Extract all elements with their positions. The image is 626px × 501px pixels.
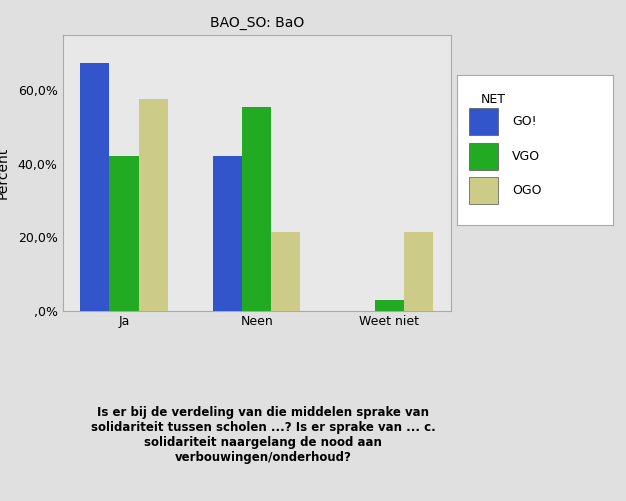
Bar: [271, 231, 300, 311]
FancyBboxPatch shape: [470, 108, 498, 135]
Text: OGO: OGO: [512, 184, 541, 197]
Text: Is er bij de verdeling van die middelen sprake van
solidariteit tussen scholen .: Is er bij de verdeling van die middelen …: [91, 406, 435, 464]
Text: NET: NET: [481, 93, 505, 106]
Title: BAO_SO: BaO: BAO_SO: BaO: [210, 16, 304, 30]
Y-axis label: Percent: Percent: [0, 147, 9, 199]
Bar: [375, 300, 404, 311]
Bar: [80, 63, 110, 311]
Text: GO!: GO!: [512, 115, 536, 128]
Bar: [110, 156, 138, 311]
Bar: [242, 107, 271, 311]
FancyBboxPatch shape: [470, 177, 498, 204]
Bar: [213, 156, 242, 311]
Bar: [138, 99, 168, 311]
Bar: [404, 231, 433, 311]
FancyBboxPatch shape: [470, 143, 498, 170]
Text: VGO: VGO: [512, 150, 540, 163]
